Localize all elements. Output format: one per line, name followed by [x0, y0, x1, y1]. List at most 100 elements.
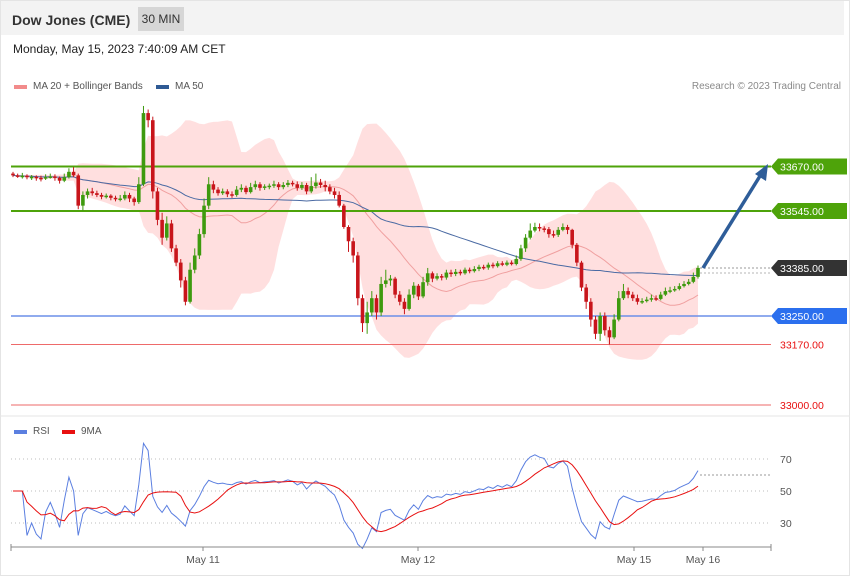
candle: [589, 298, 593, 327]
candle-body: [514, 259, 519, 265]
candle: [491, 262, 495, 269]
candle: [137, 177, 141, 204]
candle-body: [113, 197, 118, 200]
candle-body: [346, 227, 351, 242]
timestamp: Monday, May 15, 2023 7:40:09 AM CET: [13, 42, 226, 56]
candle-body: [551, 234, 556, 236]
candle-body: [309, 186, 314, 192]
legend-label: 9MA: [81, 426, 102, 437]
candle-body: [370, 298, 374, 313]
candle: [118, 194, 122, 202]
candle-body: [425, 273, 430, 283]
candle: [668, 286, 672, 294]
candle-body: [556, 229, 561, 235]
candle: [467, 267, 472, 274]
candle: [379, 276, 383, 316]
candle: [495, 261, 500, 268]
candle: [640, 298, 644, 304]
candle-body: [295, 184, 300, 188]
candle-body: [570, 229, 574, 245]
candle-body: [561, 227, 565, 230]
candle: [304, 182, 309, 195]
level-tag-33385.00: [771, 259, 847, 276]
interval-selector[interactable]: 30 MIN: [138, 7, 184, 31]
rsi-9ma-line: [13, 460, 699, 533]
candle-body: [29, 176, 34, 179]
candle-body: [230, 194, 234, 196]
candle: [397, 291, 402, 306]
candle-body: [318, 182, 323, 185]
candle-body: [150, 120, 155, 192]
candle-body: [15, 175, 20, 177]
candle-body: [123, 194, 127, 199]
candle: [342, 203, 346, 229]
candle-body: [178, 262, 183, 281]
candle: [253, 180, 258, 190]
candle: [81, 191, 85, 211]
candle: [146, 109, 150, 128]
candle: [514, 255, 519, 266]
candle-body: [85, 191, 90, 195]
candle: [556, 227, 561, 237]
candle-body: [146, 113, 150, 121]
candle: [164, 216, 169, 241]
candle: [616, 291, 621, 322]
legend-label: MA 20 + Bollinger Bands: [33, 81, 143, 92]
candle: [202, 198, 206, 238]
candle: [155, 187, 160, 226]
legend-ma20-bollinger: MA 20 + Bollinger Bands: [14, 81, 143, 92]
candle: [565, 224, 570, 235]
candle: [691, 272, 696, 284]
candle: [370, 291, 374, 316]
candle: [48, 173, 53, 179]
candle: [258, 182, 262, 191]
candle-body: [677, 286, 682, 289]
candle: [300, 182, 304, 190]
candle: [318, 178, 323, 188]
candle-body: [402, 301, 407, 309]
candle: [644, 296, 649, 303]
candle: [486, 262, 491, 270]
candle-body: [34, 176, 39, 179]
candle-body: [337, 194, 341, 206]
candle-body: [314, 182, 318, 187]
candle-body: [169, 223, 174, 249]
candle-body: [25, 175, 29, 178]
legend-9ma: 9MA: [62, 426, 102, 437]
ma20-line: [12, 174, 699, 306]
candle: [519, 244, 523, 261]
candle: [374, 294, 379, 320]
candle: [95, 190, 99, 198]
candle-body: [197, 234, 202, 256]
candle-body: [109, 195, 113, 198]
candle-body: [472, 269, 477, 272]
candle-body: [104, 195, 108, 198]
candle-body: [575, 244, 579, 263]
candle: [206, 177, 211, 210]
candle: [337, 191, 341, 208]
candle: [67, 168, 71, 179]
candle-body: [444, 272, 449, 278]
candle: [150, 116, 155, 199]
legend-ma50: MA 50: [156, 81, 203, 92]
candle: [416, 283, 421, 300]
candle-body: [155, 191, 160, 220]
candle-body: [39, 177, 43, 180]
candle: [314, 173, 318, 189]
candle: [53, 174, 57, 181]
candle-body: [332, 191, 337, 195]
candle: [11, 171, 15, 178]
candle-body: [220, 191, 225, 194]
candle: [654, 295, 658, 302]
candle-body: [374, 298, 379, 313]
candle: [365, 301, 369, 334]
candle-body: [356, 255, 360, 299]
forecast-arrow: [701, 175, 762, 269]
candle: [677, 283, 682, 291]
candle-body: [141, 113, 146, 185]
candle-body: [67, 171, 71, 178]
x-tick-label: May 11: [186, 554, 220, 566]
candle-body: [253, 184, 258, 188]
candle-body: [48, 176, 53, 178]
candle: [15, 173, 20, 178]
